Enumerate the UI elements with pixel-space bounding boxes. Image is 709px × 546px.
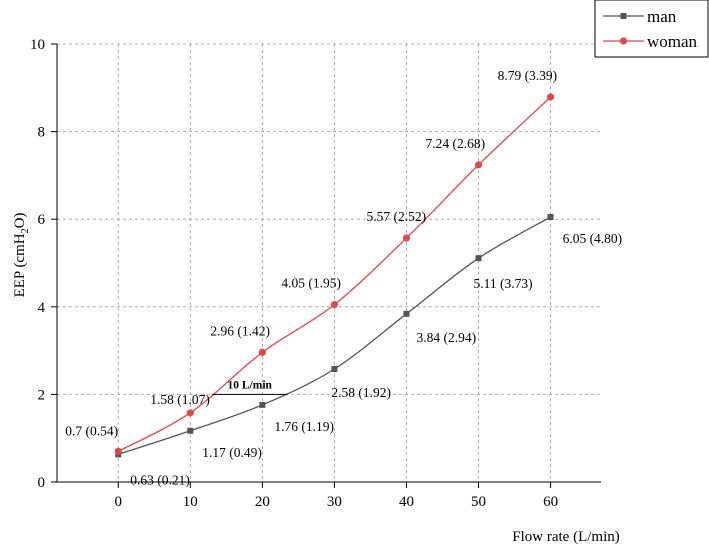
y-axis-title: EEP (cmH2O) [12,213,31,298]
ticks-layer: 0 10 20 30 40 50 60 0 2 4 6 8 10 [30,37,558,510]
legend-item-woman: woman [603,32,698,51]
legend-marker-woman [619,37,628,45]
data-point-woman [186,409,194,417]
y-tick-label: 2 [38,387,46,403]
y-axis-title-main: EEP (cmH [12,233,28,297]
axes-layer [56,44,601,483]
data-point-woman [330,301,339,309]
y-tick-label: 8 [38,125,46,141]
y-tick-label: 4 [38,300,46,316]
data-label-woman: 0.7 (0.54) [65,423,118,438]
x-tick-label: 50 [471,494,486,510]
x-tick-label: 60 [543,494,558,510]
annotation-layer: 10 L/min [211,379,288,395]
grid-layer [57,43,601,482]
legend-marker-man [620,13,627,19]
series-woman [114,93,555,455]
legend-items: man woman [603,7,698,51]
legend-label-man: man [647,7,677,26]
data-point-man [259,401,266,408]
data-label-man: 1.17 (0.49) [202,445,262,460]
data-point-man [403,310,410,317]
x-tick-label: 10 [183,494,198,510]
data-point-woman [546,93,555,101]
legend-box [594,0,709,58]
data-label-woman: 7.24 (2.68) [426,136,486,151]
labels-layer: 0.63 (0.21) 1.17 (0.49) 1.76 (1.19) 2.58 (1… [65,68,622,487]
x-axis-title: Flow rate (L/min) [512,529,619,545]
x-tick-label: 40 [399,494,414,510]
data-point-woman [402,234,411,242]
data-label-man: 2.58 (1.92) [331,385,391,400]
x-tick-label: 0 [114,494,122,510]
data-label-man: 5.11 (3.73) [474,276,533,291]
y-tick-label: 6 [38,212,46,228]
data-point-man [187,427,194,434]
data-point-man [331,365,338,372]
data-point-woman [258,348,266,356]
data-label-man: 0.63 (0.21) [130,472,190,487]
y-tick-label: 0 [38,475,46,491]
legend: man woman [594,0,709,58]
legend-label-woman: woman [647,32,698,51]
legend-item-man: man [603,7,677,26]
data-label-woman: 1.58 (1.07) [150,392,210,407]
x-tick-label: 30 [327,494,342,510]
data-label-woman: 8.79 (3.39) [498,68,558,83]
data-point-woman [114,447,122,455]
data-label-man: 6.05 (4.80) [563,231,623,246]
y-axis-title-end: O) [12,213,28,229]
data-point-man [475,255,482,262]
y-tick-label: 10 [30,37,45,53]
data-label-man: 1.76 (1.19) [274,419,334,434]
data-label-woman: 4.05 (1.95) [281,276,341,291]
data-point-man [547,214,554,221]
data-label-woman: 5.57 (2.52) [366,209,426,224]
data-label-woman: 2.96 (1.42) [210,323,270,338]
x-tick-label: 20 [255,494,270,510]
y-axis-title-sub: 2 [20,228,31,233]
data-label-man: 3.84 (2.94) [416,330,476,345]
data-point-woman [474,161,483,169]
annotation-text: 10 L/min [228,379,273,391]
series-layer [114,93,555,458]
